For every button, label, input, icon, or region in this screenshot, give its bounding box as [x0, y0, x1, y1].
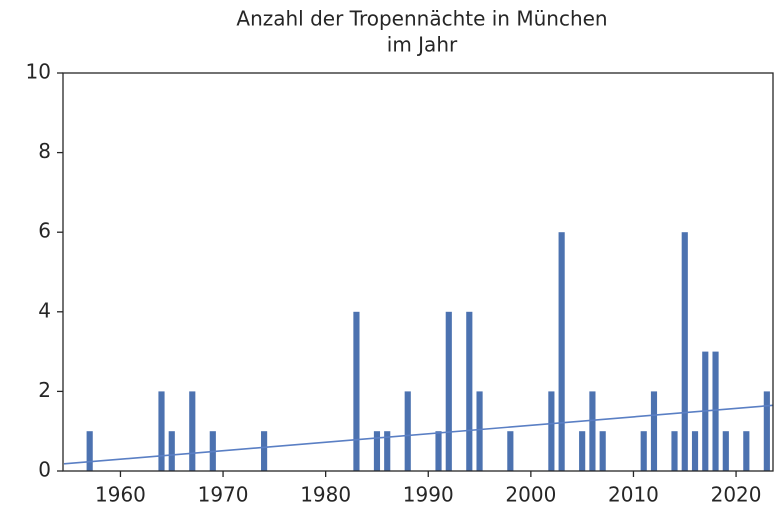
- bar: [507, 431, 514, 471]
- chart-title: im Jahr: [387, 33, 458, 57]
- bar: [763, 391, 770, 471]
- bar: [650, 391, 658, 471]
- bar: [743, 431, 750, 471]
- bar: [466, 311, 473, 471]
- bar: [476, 391, 483, 471]
- bar: [671, 431, 678, 471]
- bar: [722, 431, 729, 471]
- y-tick-label: 6: [38, 219, 51, 243]
- y-tick-label: 8: [38, 139, 51, 163]
- x-tick-label: 1960: [95, 483, 146, 507]
- bar: [712, 351, 719, 471]
- y-tick-label: 4: [38, 298, 51, 322]
- bar: [599, 431, 606, 471]
- bar: [353, 311, 360, 471]
- x-tick-label: 1970: [198, 483, 249, 507]
- bar: [86, 431, 93, 471]
- bar: [579, 431, 586, 471]
- bar: [558, 232, 565, 471]
- y-tick-label: 2: [38, 378, 51, 402]
- x-tick-label: 2020: [711, 483, 762, 507]
- bar: [691, 431, 699, 471]
- x-tick-label: 2000: [505, 483, 556, 507]
- bar: [384, 431, 391, 471]
- bar: [404, 391, 411, 471]
- plot-frame: [62, 72, 774, 472]
- bar: [189, 391, 196, 471]
- bar: [261, 431, 268, 471]
- bar: [548, 391, 555, 471]
- bar: [445, 311, 452, 471]
- bar: [373, 431, 381, 471]
- bar: [435, 431, 442, 471]
- y-tick-label: 0: [38, 458, 51, 482]
- bar: [158, 391, 165, 471]
- y-tick-label: 10: [26, 60, 51, 84]
- x-tick-label: 2010: [608, 483, 659, 507]
- x-tick-label: 1980: [300, 483, 351, 507]
- bar: [640, 431, 647, 471]
- bar: [681, 232, 688, 471]
- bar: [589, 391, 596, 471]
- x-tick-label: 1990: [403, 483, 454, 507]
- trend-line: [63, 404, 774, 465]
- bar: [168, 431, 175, 471]
- chart-title: Anzahl der Tropennächte in München: [236, 7, 607, 31]
